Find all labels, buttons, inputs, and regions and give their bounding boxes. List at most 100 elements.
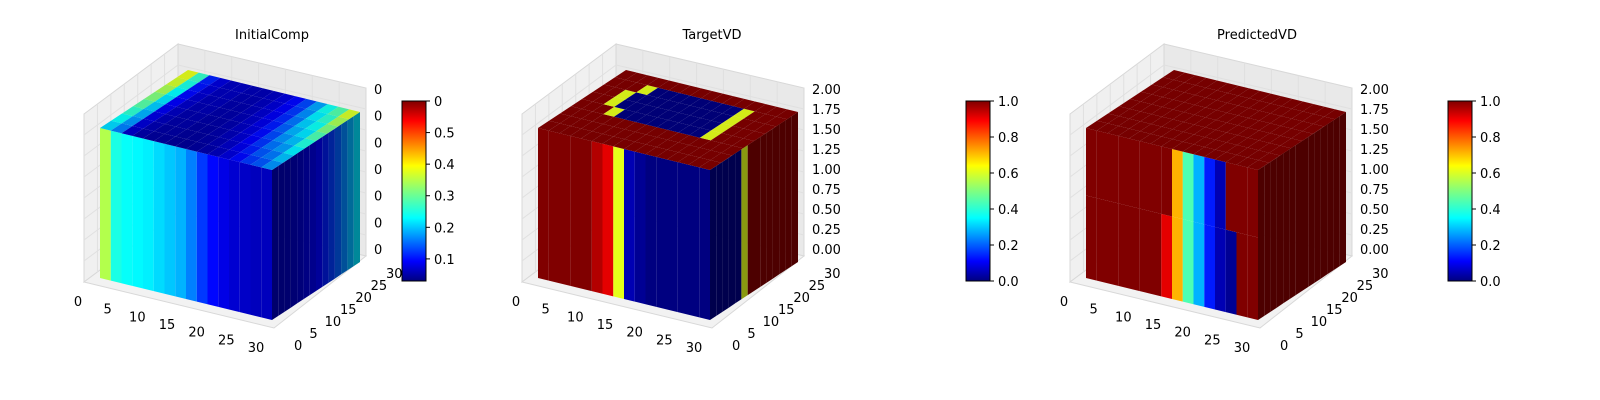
x-tick-label: 30 xyxy=(248,341,265,356)
colorbar-tick-label: 0.4 xyxy=(1480,203,1501,218)
side-face-cell xyxy=(710,165,717,320)
top-face-cell xyxy=(1324,109,1346,120)
top-face-cell xyxy=(667,122,690,133)
colorbar-tick-label: 0.4 xyxy=(434,158,455,173)
side-face-cell xyxy=(1289,145,1296,300)
top-face-cell xyxy=(252,88,274,99)
top-face-cell xyxy=(1107,116,1130,126)
top-face-cell xyxy=(1227,85,1250,96)
front-face-cell xyxy=(1193,154,1205,225)
colorbar-tick-label: 1.0 xyxy=(1480,95,1501,110)
top-face-cell xyxy=(219,120,241,130)
top-face-cell xyxy=(165,87,188,97)
top-face-cell xyxy=(143,131,165,142)
z-tick-label: 0 xyxy=(374,163,382,178)
z-tick-label: 0.00 xyxy=(1360,243,1389,258)
top-face-cell xyxy=(722,96,745,107)
top-face-cell xyxy=(1225,154,1248,165)
front-face-cell xyxy=(591,141,603,294)
x-tick-label: 15 xyxy=(1145,318,1162,333)
top-face-cell xyxy=(197,114,220,125)
front-face-cell xyxy=(1139,141,1151,212)
top-face-cell xyxy=(111,113,133,124)
top-face-cell xyxy=(327,116,349,127)
top-face-cell xyxy=(591,133,614,144)
top-face-cell xyxy=(592,94,615,105)
top-face-cell xyxy=(1150,136,1173,147)
top-face-cell xyxy=(1270,106,1292,116)
top-face-cell xyxy=(1096,123,1119,134)
side-face-cell xyxy=(322,132,329,287)
top-face-cell xyxy=(732,138,754,149)
front-face-cell xyxy=(143,138,154,292)
top-face-cell xyxy=(1129,101,1152,112)
top-face-cell xyxy=(668,93,691,103)
front-face-cell xyxy=(1096,130,1108,201)
top-face-cell xyxy=(733,108,755,119)
top-face-cell xyxy=(634,144,657,155)
top-face-cell xyxy=(1184,85,1206,95)
top-face-cell xyxy=(295,98,317,109)
top-face-cell xyxy=(1129,111,1152,122)
top-face-cell xyxy=(635,114,658,125)
z-tick-label: 0.75 xyxy=(812,183,841,198)
top-face-cell xyxy=(646,127,668,138)
top-face-cell xyxy=(229,142,251,153)
colorbar-tick-label: 0.5 xyxy=(434,127,455,142)
top-face-cell xyxy=(1173,72,1196,83)
front-face-cell xyxy=(1118,203,1129,289)
top-face-cell xyxy=(262,130,284,141)
side-face-cell xyxy=(341,120,348,275)
top-face-cell xyxy=(197,134,219,145)
top-face-cell xyxy=(1302,104,1325,114)
front-face-cell xyxy=(699,167,710,320)
top-face-cell xyxy=(645,137,668,147)
top-face-cell xyxy=(1226,115,1249,126)
top-face-cell xyxy=(765,106,788,117)
front-face-cell xyxy=(153,141,165,294)
top-face-cell xyxy=(218,139,241,150)
top-face-cell xyxy=(284,116,306,126)
front-face-cell xyxy=(1193,221,1205,307)
side-face-cell xyxy=(728,153,736,308)
front-face-cell xyxy=(164,143,176,297)
top-face-cell xyxy=(283,145,305,156)
top-face-cell xyxy=(700,130,722,141)
colorbar-tick-label: 0 xyxy=(434,95,442,110)
top-face-cell xyxy=(198,85,220,95)
y-tick-label: 30 xyxy=(1372,267,1389,282)
top-face-cell xyxy=(272,152,294,163)
y-tick-label: 25 xyxy=(1357,279,1374,294)
side-face-cell xyxy=(1276,153,1284,308)
top-face-cell xyxy=(1237,118,1260,128)
top-face-cell xyxy=(636,95,658,105)
top-face-cell xyxy=(1204,139,1227,150)
top-face-cell xyxy=(1216,83,1239,93)
z-tick-label: 0 xyxy=(374,243,382,258)
top-face-cell xyxy=(263,91,285,101)
top-face-cell xyxy=(721,125,744,136)
top-face-cell xyxy=(294,128,317,139)
top-face-cell xyxy=(743,131,765,141)
top-face-cell xyxy=(743,111,766,122)
top-face-cell xyxy=(144,91,166,102)
top-face-cell xyxy=(187,92,209,103)
top-face-cell xyxy=(1151,116,1173,127)
top-face-cell xyxy=(122,106,144,117)
top-face-cell xyxy=(700,110,723,121)
top-face-cell xyxy=(305,131,327,141)
top-face-cell xyxy=(581,111,604,122)
front-face-cell xyxy=(1150,211,1162,297)
top-face-cell xyxy=(1172,141,1194,152)
top-face-cell xyxy=(1204,149,1226,160)
front-face-cell xyxy=(1129,206,1140,292)
front-face-cell xyxy=(1247,167,1258,238)
top-face-cell xyxy=(548,123,571,134)
top-face-cell xyxy=(316,104,339,114)
top-face-cell xyxy=(689,137,711,148)
top-face-cell xyxy=(1258,152,1280,163)
top-face-cell xyxy=(593,84,615,95)
top-face-cell xyxy=(700,120,722,131)
top-face-cell xyxy=(592,114,614,124)
z-tick-label: 1.25 xyxy=(1360,143,1389,158)
